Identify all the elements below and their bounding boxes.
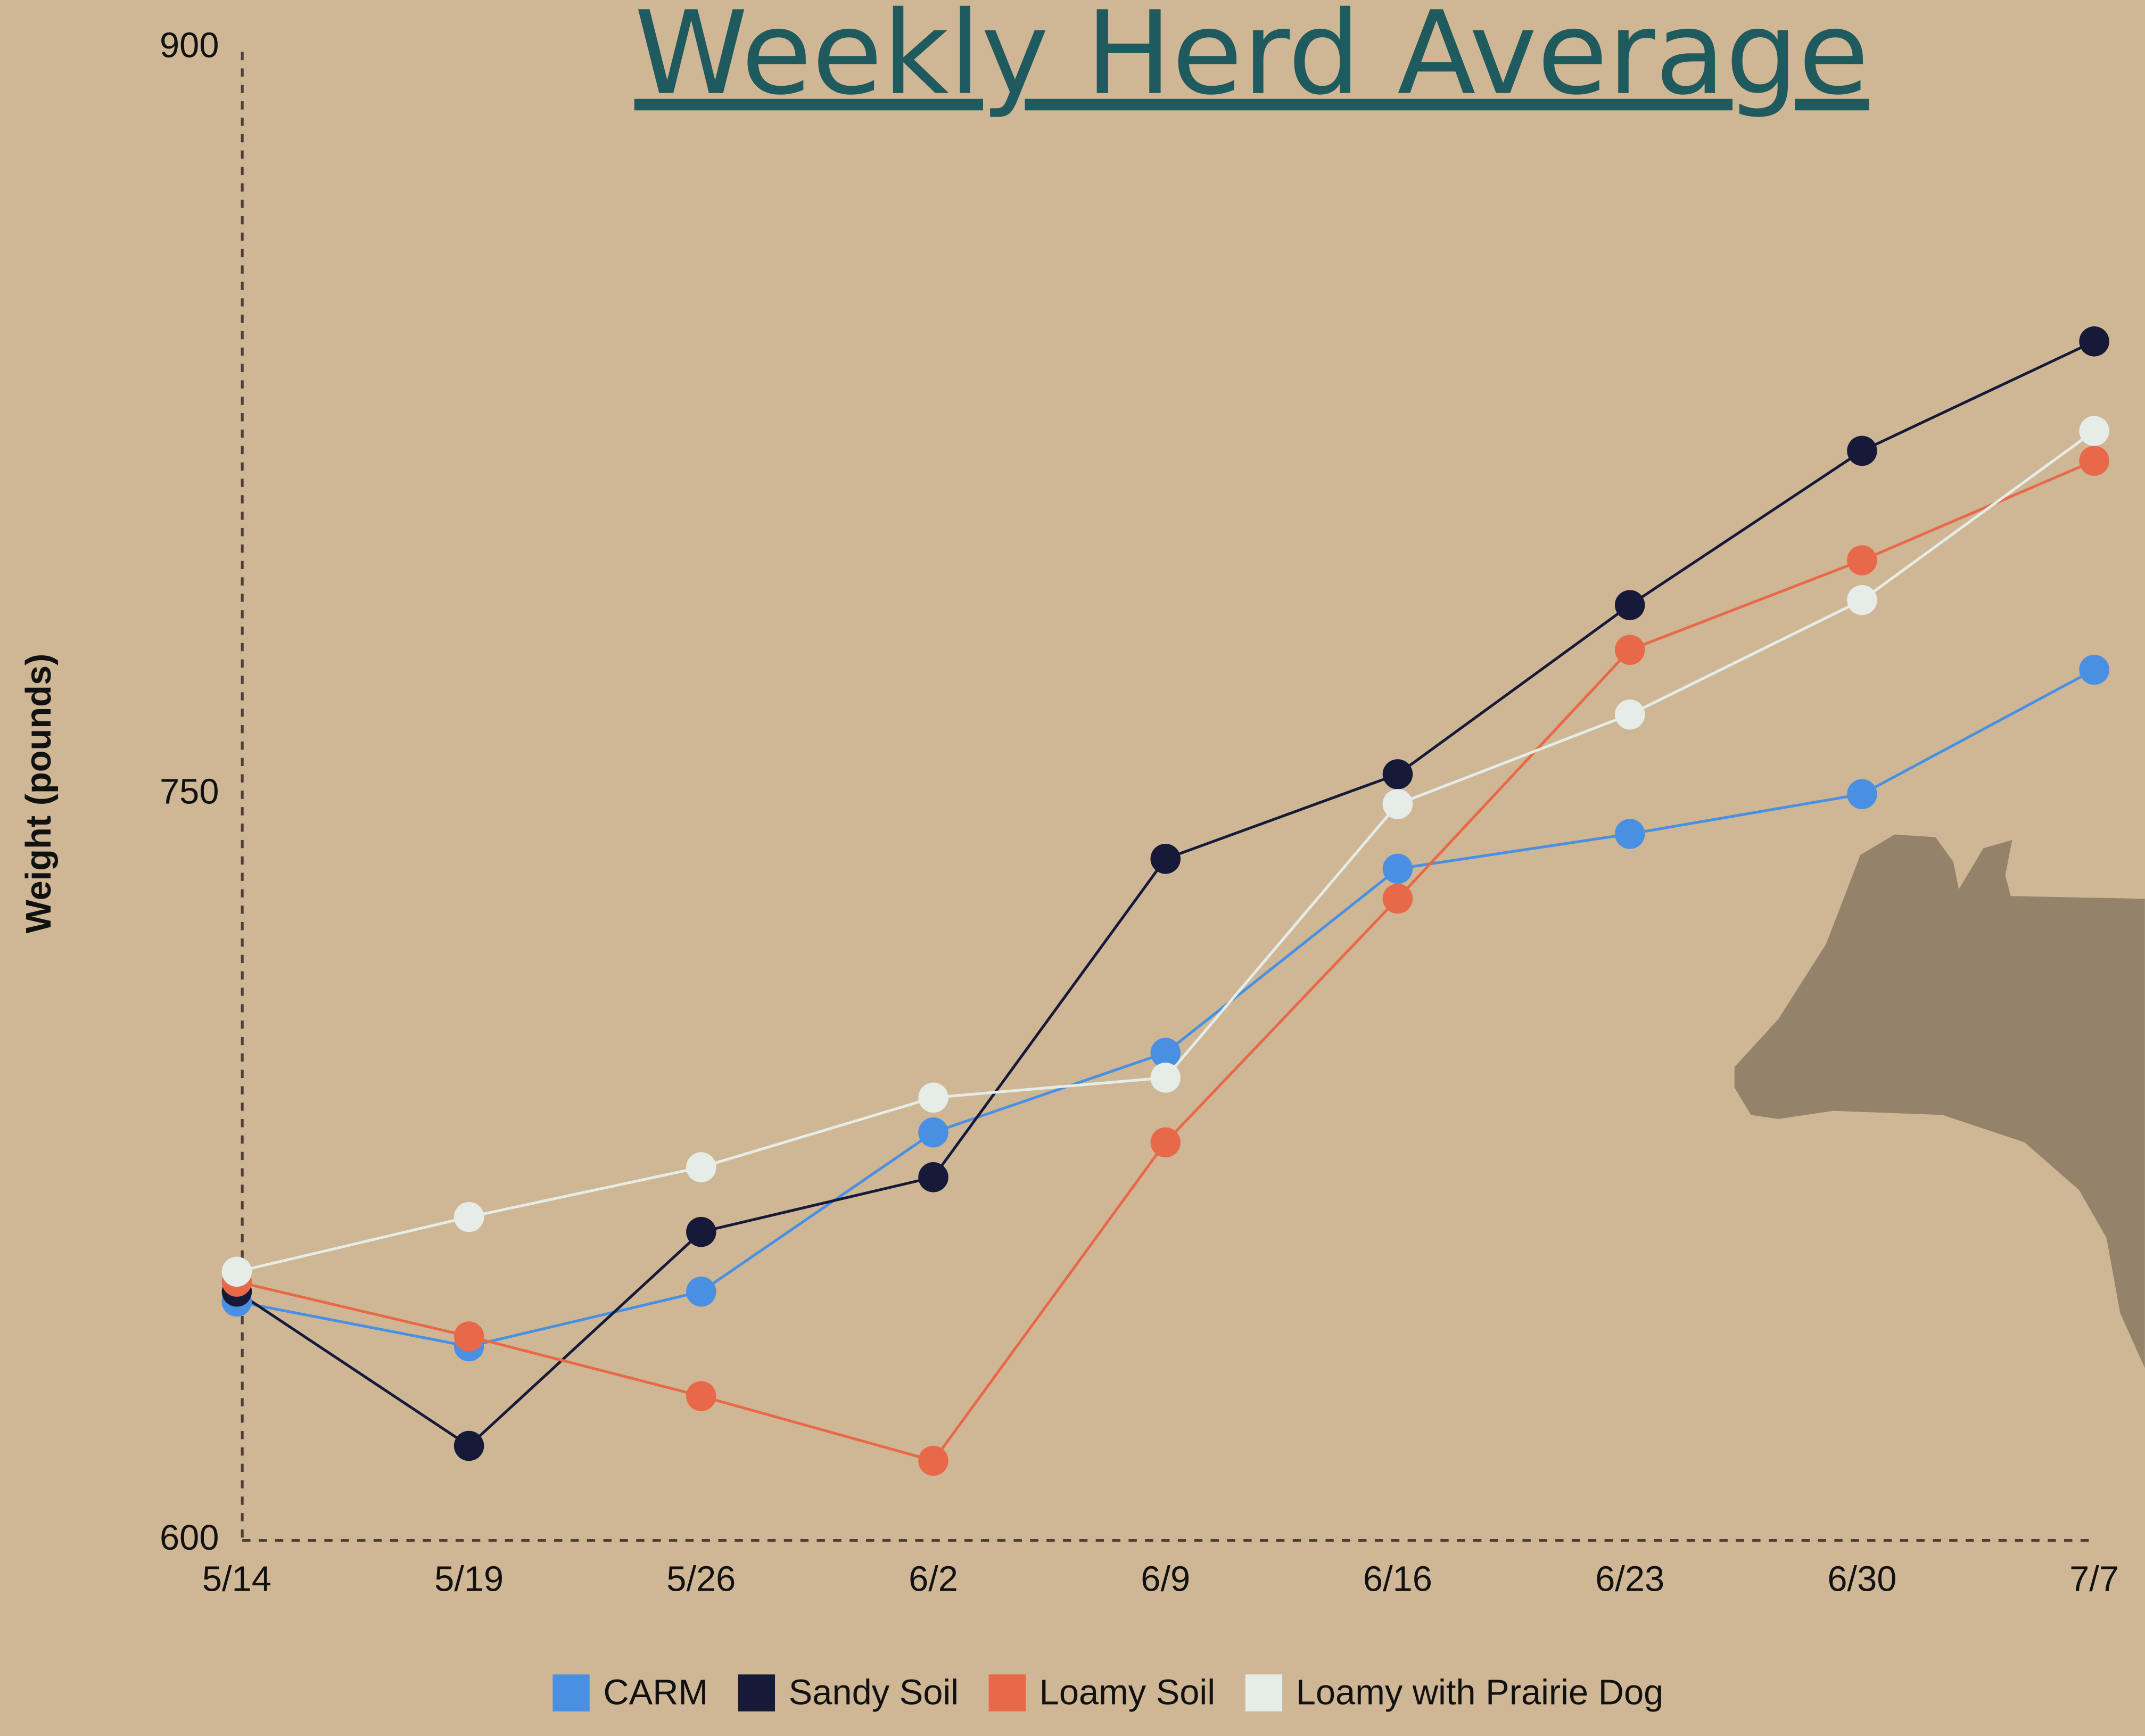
legend-swatch [552, 1674, 590, 1712]
y-tick-label: 750 [160, 772, 219, 811]
legend: CARM Sandy Soil Loamy Soil Loamy with Prair… [552, 1673, 1663, 1713]
data-point [1614, 819, 1645, 849]
data-point [1847, 545, 1877, 575]
x-tick-label: 5/19 [434, 1559, 504, 1599]
data-point [1847, 435, 1877, 466]
x-tick-label: 6/23 [1595, 1559, 1664, 1599]
x-tick-label: 5/14 [202, 1559, 271, 1599]
data-point [1382, 759, 1413, 789]
data-point [686, 1152, 716, 1182]
data-point [686, 1276, 716, 1307]
data-point [1150, 1038, 1181, 1068]
data-point [918, 1445, 948, 1476]
x-tick-label: 6/30 [1827, 1559, 1896, 1599]
data-point [918, 1117, 948, 1148]
data-point [1614, 635, 1645, 665]
y-tick-label: 600 [160, 1518, 219, 1558]
data-point [1382, 853, 1413, 884]
legend-label: Loamy Soil [1040, 1673, 1215, 1713]
data-point [453, 1430, 484, 1461]
legend-swatch [738, 1674, 776, 1712]
data-point [453, 1202, 484, 1232]
data-point [686, 1381, 716, 1411]
legend-swatch [988, 1674, 1026, 1712]
data-point [1847, 585, 1877, 615]
x-tick-label: 6/2 [909, 1559, 958, 1599]
legend-label: Loamy with Prairie Dog [1296, 1673, 1664, 1713]
x-tick-label: 6/16 [1363, 1559, 1432, 1599]
data-point [686, 1216, 716, 1247]
data-point [2079, 654, 2109, 685]
chart-title: Weekly Herd Average [634, 0, 1869, 120]
x-tick-label: 6/9 [1141, 1559, 1190, 1599]
data-point [221, 1256, 252, 1287]
data-point [2079, 416, 2109, 446]
cow-silhouette [1734, 834, 2145, 1368]
data-point [1150, 1127, 1181, 1158]
x-tick-label: 5/26 [666, 1559, 736, 1599]
data-point [1382, 789, 1413, 819]
data-point [1382, 883, 1413, 914]
y-tick-label: 900 [160, 26, 219, 65]
legend-swatch [1245, 1674, 1283, 1712]
legend-label: Sandy Soil [789, 1673, 959, 1713]
data-point [918, 1162, 948, 1192]
y-axis-label: Weight (pounds) [19, 654, 59, 934]
data-point [2079, 326, 2109, 357]
data-point [1847, 779, 1877, 810]
data-point [1614, 590, 1645, 620]
data-point [2079, 446, 2109, 476]
data-point [1150, 843, 1181, 874]
x-tick-label: 7/7 [2069, 1559, 2119, 1599]
data-point [453, 1321, 484, 1352]
data-point [918, 1082, 948, 1113]
data-point [1614, 699, 1645, 730]
data-point [1150, 1063, 1181, 1093]
legend-label: CARM [603, 1673, 708, 1713]
